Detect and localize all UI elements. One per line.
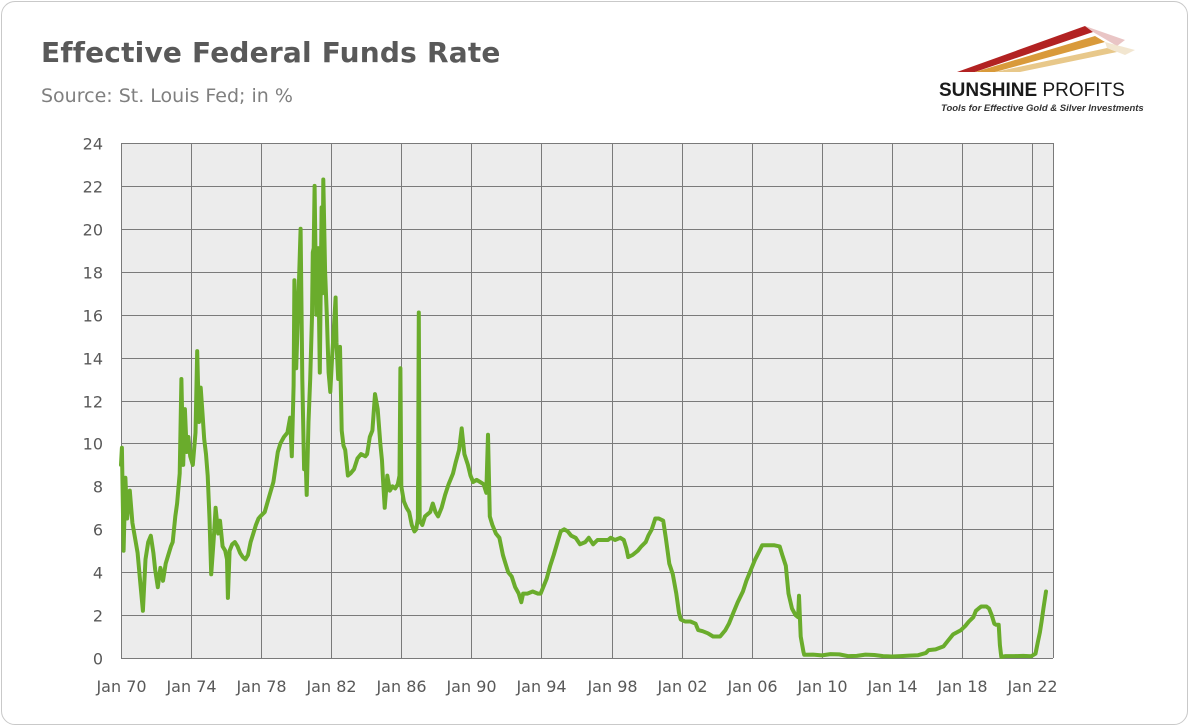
logo-wordmark: SUNSHINE PROFITS [939, 80, 1125, 102]
y-tick-label: 20 [83, 221, 103, 240]
y-tick-label: 10 [83, 435, 103, 454]
plot-area [121, 143, 1053, 658]
x-tick-label: Jan 02 [656, 677, 707, 696]
y-tick-label: 0 [93, 650, 103, 669]
y-tick-label: 2 [93, 607, 103, 626]
chart-title: Effective Federal Funds Rate [41, 36, 501, 69]
x-tick-label: Jan 74 [165, 677, 216, 696]
x-tick-label: Jan 22 [1006, 677, 1057, 696]
y-tick-label: 22 [83, 178, 103, 197]
series-line-effective-fed-funds-rate [119, 177, 1048, 659]
logo-tagline: Tools for Effective Gold & Silver Invest… [941, 103, 1144, 114]
chart-subtitle: Source: St. Louis Fed; in % [41, 85, 293, 107]
x-tick-label: Jan 18 [936, 677, 987, 696]
x-tick-label: Jan 90 [445, 677, 496, 696]
y-tick-label: 14 [83, 350, 103, 369]
x-tick-label: Jan 78 [235, 677, 286, 696]
x-axis-ticks: Jan 70 Jan 74 Jan 78 Jan 82 Jan 86 Jan 90 Jan … [95, 677, 1057, 696]
x-tick-label: Jan 14 [866, 677, 917, 696]
x-tick-label: Jan 06 [726, 677, 777, 696]
gridlines [121, 143, 1054, 659]
y-tick-label: 12 [83, 393, 103, 412]
logo-swoosh-icon [957, 26, 1135, 72]
y-tick-label: 16 [83, 307, 103, 326]
logo-name-thin: PROFITS [1037, 80, 1125, 101]
y-tick-label: 6 [93, 521, 103, 540]
y-tick-label: 4 [93, 564, 103, 583]
y-tick-label: 8 [93, 478, 103, 497]
x-tick-label: Jan 94 [515, 677, 566, 696]
sunshine-profits-logo: SUNSHINE PROFITS Tools for Effective Gol… [935, 22, 1170, 117]
x-tick-label: Jan 98 [586, 677, 637, 696]
y-tick-label: 18 [83, 264, 103, 283]
y-tick-label: 24 [83, 135, 103, 154]
x-tick-label: Jan 70 [95, 677, 146, 696]
x-tick-label: Jan 82 [305, 677, 356, 696]
x-tick-label: Jan 10 [796, 677, 847, 696]
logo-name-bold: SUNSHINE [939, 80, 1038, 101]
x-tick-label: Jan 86 [375, 677, 426, 696]
